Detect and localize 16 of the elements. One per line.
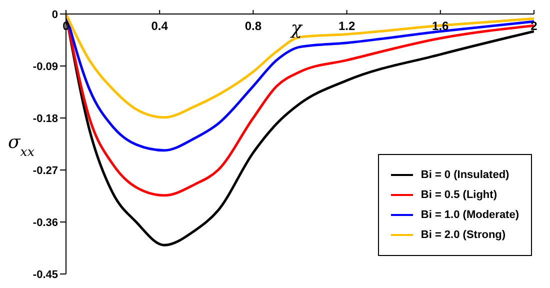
y-tick-label: -0.45 <box>32 268 58 281</box>
y-tick-label: -0.36 <box>32 216 58 229</box>
legend-label: Bi = 0 (Insulated) <box>420 169 510 181</box>
x-tick-label: 0.8 <box>244 19 262 33</box>
x-tick-label: 2 <box>530 19 538 33</box>
y-tick-label: -0.09 <box>32 60 58 73</box>
y-tick-label: -0.27 <box>32 164 58 177</box>
legend-label: Bi = 1.0 (Moderate) <box>420 209 519 221</box>
x-tick-label: 0.4 <box>151 19 168 33</box>
legend-label: Bi = 2.0 (Strong) <box>420 229 506 241</box>
x-axis-title: χ <box>289 18 303 39</box>
legend-label: Bi = 0.5 (Light) <box>420 189 497 201</box>
y-axis-title: σ$_{xx}$ <box>8 132 35 158</box>
y-tick-label: 0 <box>52 8 58 21</box>
x-tick-label: 1.2 <box>338 19 356 33</box>
y-tick-label: -0.18 <box>32 112 58 125</box>
